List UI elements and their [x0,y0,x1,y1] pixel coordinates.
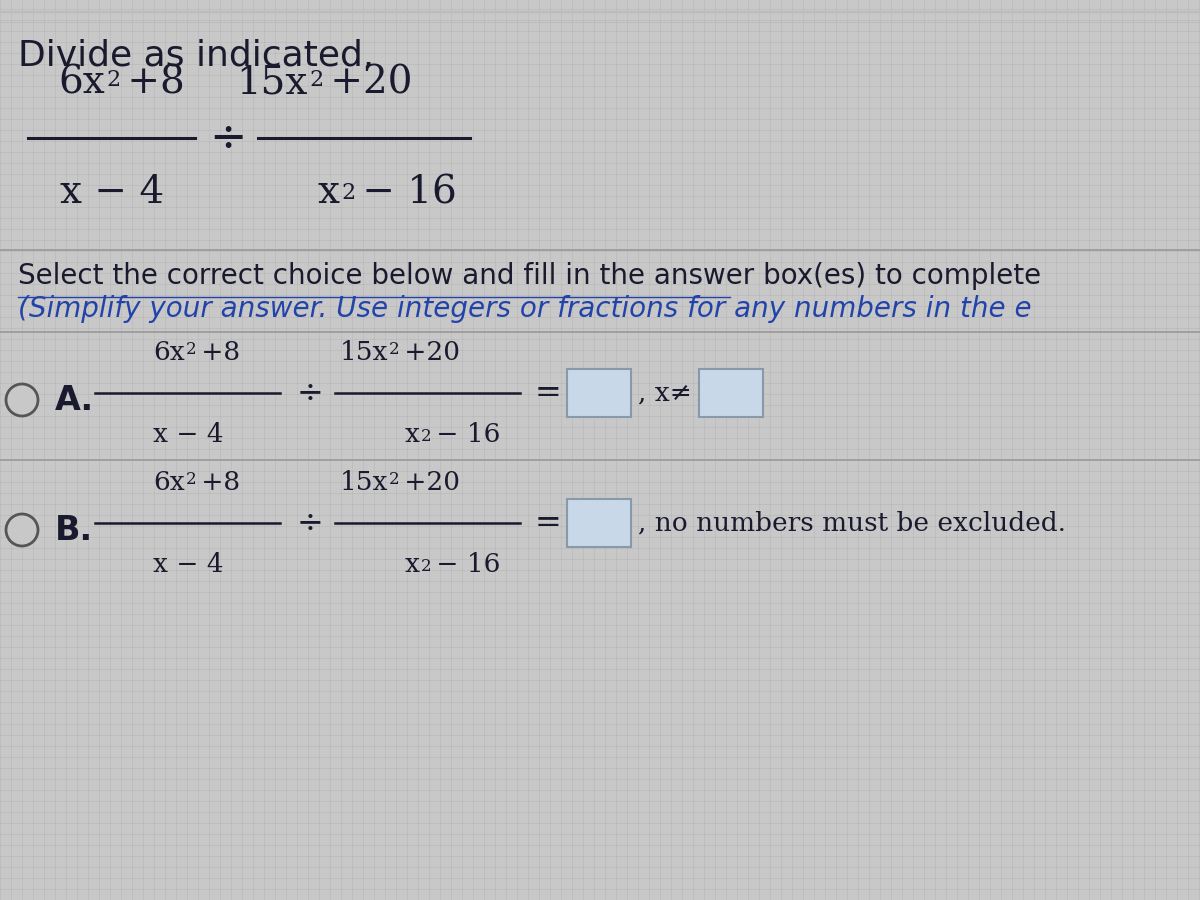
FancyBboxPatch shape [698,369,763,417]
Text: Select the correct choice below and fill in the answer box(es) to complete: Select the correct choice below and fill… [18,262,1042,290]
Text: Divide as indicated.: Divide as indicated. [18,38,374,72]
Text: , x≠: , x≠ [638,381,692,406]
Text: x: x [318,174,340,211]
Text: =: = [535,377,562,409]
Text: 6x: 6x [154,340,185,365]
Text: +8: +8 [192,470,240,495]
Text: A.: A. [55,383,94,417]
Text: x: x [406,422,420,447]
Circle shape [6,514,38,546]
Text: 2: 2 [341,183,355,204]
Text: ÷: ÷ [209,116,247,159]
Text: ÷: ÷ [296,377,323,409]
Text: 15x: 15x [236,65,308,102]
Text: +20: +20 [396,470,460,495]
Text: 2: 2 [389,341,400,358]
Text: 6x: 6x [59,65,106,102]
Text: x − 4: x − 4 [60,174,164,211]
Text: 2: 2 [421,428,432,445]
Text: − 16: − 16 [427,552,500,577]
Text: − 16: − 16 [427,422,500,447]
Text: +8: +8 [192,340,240,365]
Text: − 16: − 16 [350,174,456,211]
Text: +8: +8 [115,65,185,102]
FancyBboxPatch shape [568,499,631,547]
Text: ÷: ÷ [296,508,323,538]
Text: 2: 2 [310,69,323,92]
Text: 6x: 6x [154,470,185,495]
Text: 15x: 15x [340,340,388,365]
Text: 2: 2 [186,471,197,488]
FancyBboxPatch shape [568,369,631,417]
Text: , no numbers must be excluded.: , no numbers must be excluded. [638,510,1066,536]
Text: x − 4: x − 4 [152,552,223,577]
Circle shape [6,384,38,416]
Text: 2: 2 [186,341,197,358]
Text: 2: 2 [106,69,120,92]
Text: +20: +20 [396,340,460,365]
Text: 2: 2 [389,471,400,488]
Text: B.: B. [55,514,94,546]
Text: x: x [406,552,420,577]
Text: 2: 2 [421,558,432,575]
Text: x − 4: x − 4 [152,422,223,447]
Text: +20: +20 [318,65,413,102]
Text: 15x: 15x [340,470,388,495]
Text: =: = [535,508,562,538]
Text: (Simplify your answer. Use integers or fractions for any numbers in the e: (Simplify your answer. Use integers or f… [18,295,1032,323]
